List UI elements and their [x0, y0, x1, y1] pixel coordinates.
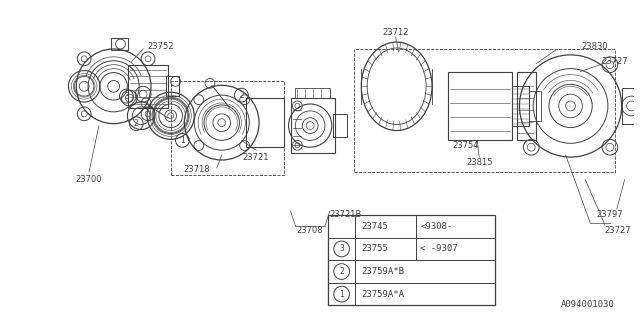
Text: 2: 2	[134, 119, 139, 128]
Text: 3: 3	[124, 92, 129, 100]
Text: 23745: 23745	[361, 222, 388, 231]
Bar	[171, 81, 284, 175]
Text: 23815: 23815	[466, 158, 492, 167]
Bar	[246, 98, 284, 147]
Text: 23718: 23718	[184, 165, 211, 174]
Text: 23797: 23797	[596, 210, 623, 219]
Bar	[111, 38, 129, 50]
Text: 1: 1	[180, 136, 185, 145]
Text: 3: 3	[339, 244, 344, 253]
Bar	[621, 88, 640, 124]
Bar	[166, 76, 179, 96]
Text: 23759A*B: 23759A*B	[361, 267, 404, 276]
Bar	[129, 65, 168, 108]
Text: 1: 1	[339, 290, 344, 299]
Text: <9308-: <9308-	[420, 222, 452, 231]
Bar	[448, 72, 511, 140]
Bar	[333, 114, 346, 137]
Text: 23712: 23712	[383, 28, 409, 37]
Text: 23727: 23727	[602, 57, 628, 66]
Text: 23759A*A: 23759A*A	[361, 290, 404, 299]
Bar	[355, 49, 615, 172]
Text: < -9307: < -9307	[420, 244, 458, 253]
Bar	[291, 98, 335, 153]
Bar	[328, 215, 495, 305]
Bar	[511, 86, 529, 126]
Text: 2: 2	[339, 267, 344, 276]
Bar	[529, 91, 541, 121]
Text: 23727: 23727	[604, 226, 631, 235]
Text: 23721: 23721	[243, 153, 269, 162]
Text: 23708: 23708	[297, 226, 323, 235]
Text: 23700: 23700	[76, 175, 102, 184]
Text: 23752: 23752	[148, 43, 174, 52]
Text: 23721B: 23721B	[330, 210, 362, 219]
Text: 23754: 23754	[452, 141, 479, 150]
Text: A094001030: A094001030	[561, 300, 615, 309]
Bar	[516, 72, 536, 140]
Text: 23755: 23755	[361, 244, 388, 253]
Bar	[296, 88, 330, 98]
Text: 23830: 23830	[582, 43, 609, 52]
Text: 2: 2	[239, 91, 244, 100]
